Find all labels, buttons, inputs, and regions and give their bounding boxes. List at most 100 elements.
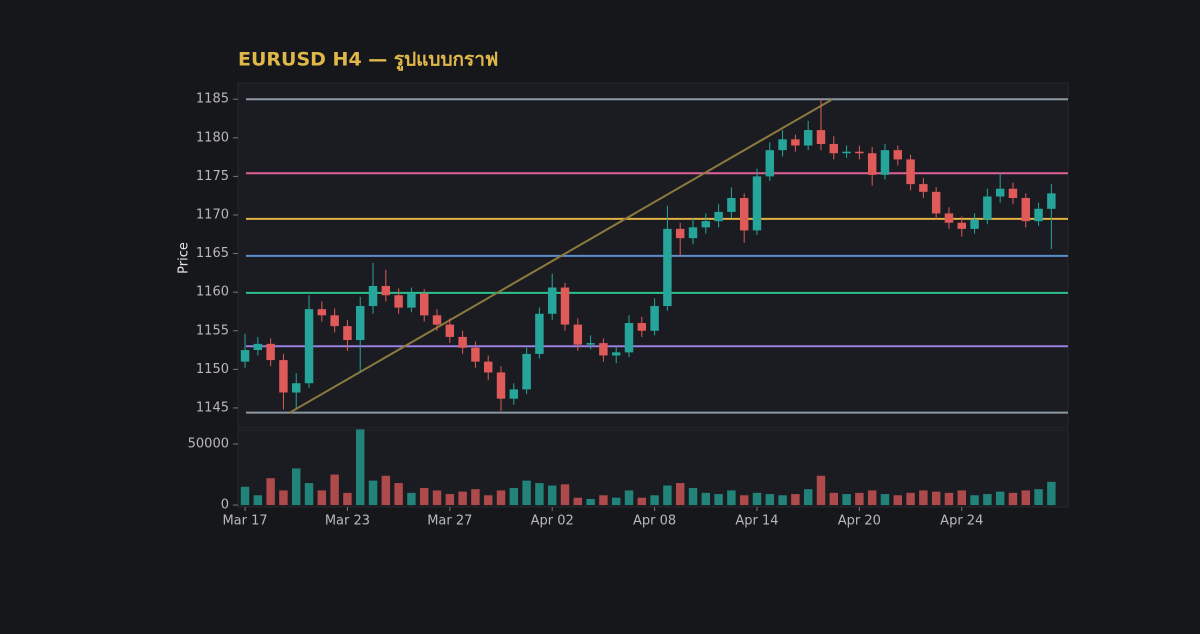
volume-bar xyxy=(419,487,429,506)
volume-bar xyxy=(317,490,327,506)
candle-body xyxy=(1008,188,1018,198)
candle-body xyxy=(624,323,634,353)
candle-body xyxy=(931,191,941,214)
chart-title: EURUSD H4 — รูปแบบกราฟ xyxy=(238,49,498,72)
candle-body xyxy=(356,306,365,341)
volume-bar xyxy=(381,475,391,506)
y-tick-label: 1165 xyxy=(196,246,229,261)
y-tick-label: 1155 xyxy=(196,323,229,338)
candle-body xyxy=(419,293,429,316)
volume-tick-label: 0 xyxy=(221,498,229,513)
candle-body xyxy=(663,228,672,307)
volume-bar xyxy=(944,492,954,506)
volume-bar xyxy=(637,497,647,506)
volume-bar xyxy=(765,494,775,506)
volume-bar xyxy=(1008,492,1018,506)
candle-body xyxy=(765,150,775,177)
volume-bar xyxy=(394,483,403,506)
candle-body xyxy=(292,383,301,393)
volume-bar xyxy=(1047,481,1056,506)
candle-body xyxy=(458,336,467,348)
volume-bar xyxy=(842,494,851,506)
candle-body xyxy=(547,287,557,314)
volume-bar xyxy=(471,489,480,506)
candle-body xyxy=(330,315,339,327)
volume-bar xyxy=(445,494,455,506)
volume-bar xyxy=(829,492,839,506)
volume-bar xyxy=(483,495,493,506)
candle-body xyxy=(944,213,954,223)
volume-bar xyxy=(496,490,506,506)
candle-body xyxy=(816,130,826,144)
volume-bar xyxy=(1021,490,1030,506)
candle-body xyxy=(253,343,263,351)
candle-body xyxy=(394,295,403,308)
volume-bar xyxy=(458,491,467,506)
volume-bar xyxy=(560,484,570,506)
volume-bar xyxy=(675,483,685,506)
candle-body xyxy=(688,227,698,239)
volume-bar xyxy=(688,487,698,506)
volume-bar xyxy=(752,492,762,506)
volume-bar xyxy=(727,490,736,506)
candle-body xyxy=(957,222,966,229)
candle-body xyxy=(483,361,493,373)
volume-bar xyxy=(893,495,902,506)
volume-bar xyxy=(330,474,339,506)
candle-body xyxy=(407,293,416,308)
candle-body xyxy=(752,176,762,231)
candle-body xyxy=(535,313,544,354)
x-tick-label: Apr 24 xyxy=(940,514,983,529)
volume-bar xyxy=(663,485,672,506)
candle-body xyxy=(560,287,570,325)
candle-body xyxy=(970,219,979,229)
candle-body xyxy=(1047,193,1056,209)
candle-body xyxy=(279,360,288,393)
volume-bar xyxy=(701,492,711,506)
candle-body xyxy=(240,350,250,362)
candle-body xyxy=(880,150,890,175)
volume-bar xyxy=(624,490,634,506)
x-tick-label: Mar 23 xyxy=(325,514,370,529)
candle-body xyxy=(778,139,787,151)
volume-bar xyxy=(407,492,416,506)
candle-body xyxy=(432,315,442,325)
volume-bar xyxy=(599,495,608,506)
candle-body xyxy=(675,228,685,239)
candle-body xyxy=(381,285,391,296)
candle-body xyxy=(266,343,275,361)
y-tick-label: 1150 xyxy=(196,362,229,377)
volume-bar xyxy=(573,497,583,506)
volume-bar xyxy=(509,487,519,506)
candle-body xyxy=(368,285,378,307)
y-tick-label: 1175 xyxy=(196,169,229,184)
volume-bar xyxy=(880,494,890,506)
volume-bar xyxy=(919,490,928,506)
volume-bar xyxy=(791,494,800,506)
y-axis-label: Price xyxy=(177,242,192,274)
candle-body xyxy=(317,309,327,316)
x-tick-label: Apr 20 xyxy=(838,514,881,529)
candle-body xyxy=(791,139,800,146)
candle-body xyxy=(803,130,813,146)
volume-bar xyxy=(611,497,621,506)
candle-body xyxy=(995,188,1005,197)
volume-bar xyxy=(906,492,915,506)
candle-body xyxy=(1021,198,1030,222)
volume-bar xyxy=(368,480,378,506)
volume-bar xyxy=(253,495,263,506)
candle-body xyxy=(650,306,659,331)
candle-body xyxy=(829,143,839,154)
y-tick-label: 1145 xyxy=(196,400,229,415)
y-tick-label: 1185 xyxy=(196,92,229,107)
volume-bar xyxy=(586,498,595,506)
volume-bar xyxy=(547,485,557,506)
volume-bar xyxy=(816,475,826,506)
candle-body xyxy=(842,151,851,154)
candle-body xyxy=(855,151,864,154)
trendline xyxy=(289,98,834,414)
x-tick-label: Mar 27 xyxy=(427,514,472,529)
candle-body xyxy=(919,184,928,192)
